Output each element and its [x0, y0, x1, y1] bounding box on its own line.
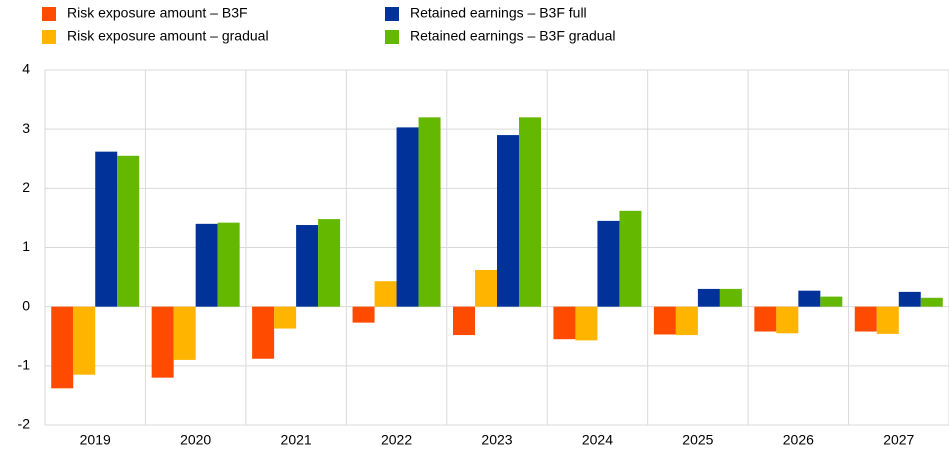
bar — [798, 290, 821, 307]
x-tick-label: 2024 — [582, 432, 613, 448]
bar — [854, 306, 877, 332]
bar — [173, 306, 196, 360]
bar — [318, 219, 341, 307]
y-tick-label: 3 — [22, 120, 30, 136]
bar — [274, 306, 297, 329]
x-tick-label: 2026 — [783, 432, 814, 448]
x-tick-label: 2021 — [281, 432, 312, 448]
bar — [117, 155, 140, 307]
x-tick-label: 2027 — [883, 432, 914, 448]
bar — [553, 306, 576, 340]
bar — [653, 306, 676, 335]
bar — [876, 306, 899, 334]
bar — [73, 306, 96, 375]
bar — [151, 306, 174, 378]
y-tick-label: 0 — [22, 297, 30, 313]
y-tick-label: 4 — [22, 61, 30, 77]
bar — [396, 127, 419, 307]
y-tick-label: -2 — [18, 416, 31, 432]
y-tick-label: -1 — [18, 357, 31, 373]
bar — [51, 306, 74, 389]
bar — [453, 306, 475, 336]
legend-swatch — [385, 7, 399, 21]
bar — [195, 223, 218, 307]
bar — [697, 288, 720, 307]
legend-label: Risk exposure amount – B3F — [67, 5, 248, 21]
x-tick-label: 2019 — [80, 432, 111, 448]
legend-swatch — [385, 30, 399, 44]
bar — [719, 288, 742, 307]
y-tick-label: 1 — [22, 238, 30, 254]
legend-label: Risk exposure amount – gradual — [67, 28, 269, 44]
bar — [374, 281, 397, 307]
bar — [898, 291, 921, 307]
x-tick-label: 2022 — [381, 432, 412, 448]
bar — [252, 306, 275, 359]
legend-label: Retained earnings – B3F full — [410, 5, 587, 21]
bar — [597, 220, 620, 307]
bar — [352, 306, 375, 323]
y-tick-label: 2 — [22, 179, 30, 195]
bar — [776, 306, 799, 334]
bar — [575, 306, 598, 341]
x-tick-label: 2025 — [682, 432, 713, 448]
x-tick-label: 2023 — [481, 432, 512, 448]
bar — [519, 117, 541, 307]
legend-swatch — [42, 7, 56, 21]
bar — [619, 210, 642, 307]
x-tick-label: 2020 — [180, 432, 211, 448]
legend-label: Retained earnings – B3F gradual — [410, 28, 615, 44]
bar — [217, 222, 240, 307]
legend-swatch — [42, 30, 56, 44]
bar — [296, 225, 319, 307]
bar — [95, 151, 118, 307]
bar — [497, 135, 519, 307]
bar — [920, 297, 943, 307]
bar — [820, 296, 843, 307]
bar — [418, 117, 441, 307]
bar — [475, 269, 497, 307]
bar — [675, 306, 698, 336]
bar — [754, 306, 777, 332]
